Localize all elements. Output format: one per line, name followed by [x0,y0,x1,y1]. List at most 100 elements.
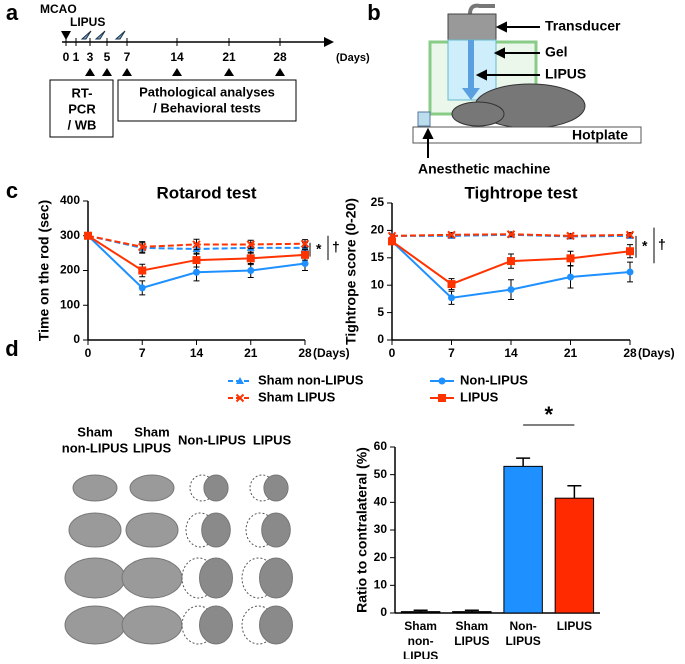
setup-label: LIPUS [545,66,586,82]
point [626,268,634,276]
timeline-unit: (Days) [336,52,370,64]
x-tick-label: 14 [504,346,518,360]
legend-entry: Non-LIPUS [430,372,528,387]
point [507,257,515,266]
annotation: * [544,402,553,427]
legend-entry: Sham non-LIPUS [228,372,364,387]
y-tick-label: 15 [371,250,385,264]
x-tick-label: LIPUS [403,649,438,659]
x-axis-label: (Days) [638,346,675,360]
error-bar [464,609,479,612]
x-tick-label: 21 [564,346,578,360]
y-axis-label: Time on the rod (sec) [36,200,52,341]
panel-label: b [367,0,380,25]
x-tick-label: Non- [509,619,536,633]
x-tick-label: Sham [456,619,489,633]
section-column-label: Non-LIPUS [178,432,246,447]
x-tick-label: LIPUS [454,634,489,648]
y-tick-label: 10 [371,277,385,291]
setup-label: Transducer [545,18,621,34]
y-tick-label: 10 [374,578,388,592]
section-column-label: Sham [77,424,112,439]
brain-section [259,605,293,645]
section-column-label: Sham [134,424,169,439]
point [447,280,456,289]
box-right-text: / Behavioral tests [153,100,261,115]
point [84,231,92,240]
point [192,240,201,249]
sampling-marker [122,68,132,76]
x-tick-label: 14 [190,346,204,360]
x-axis-label: (Days) [313,346,350,360]
box-left [49,79,114,138]
brain-section [64,557,126,599]
point [438,377,446,385]
y-axis-label: Tightrope score (0-20) [343,198,359,345]
point [138,242,147,252]
bar [452,611,492,614]
series [388,237,634,305]
y-tick-label: 400 [60,193,80,207]
timeline-tick-label: 1 [73,50,80,64]
y-tick-label: 0 [73,332,80,346]
bar [503,465,543,614]
panel-label: d [5,336,18,361]
sampling-marker [172,68,182,76]
y-tick-label: 100 [60,297,80,311]
legend-label: Sham non-LIPUS [258,372,364,387]
box-left-text: / WB [68,117,97,132]
box-right [117,79,297,122]
brain-section [199,557,233,599]
x-tick-label: LIPUS [505,634,540,648]
chart-title: Tightrope test [464,183,577,202]
arrows [422,21,540,158]
error-bar [516,457,531,467]
series [387,230,635,241]
treatment-label: LIPUS [70,15,105,29]
sampling-marker [85,68,95,76]
point [193,268,200,276]
point [625,230,635,239]
annotation: † [332,239,340,255]
section-column-label: LIPUS [253,432,292,447]
series [388,237,634,291]
transducer [447,13,497,41]
annotation: * [642,238,648,254]
x-tick-label: Sham [404,619,437,633]
point [447,230,456,239]
event-label: MCAO [40,2,77,16]
point [236,377,244,384]
timeline-tick-label: 28 [273,50,287,64]
point [301,250,309,259]
box-right-text: Pathological analyses [139,84,275,99]
y-tick-label: 0 [380,605,387,619]
series [83,231,310,253]
event-marker [61,31,71,40]
legend-entry: Sham LIPUS [228,389,336,404]
y-tick-label: 20 [374,550,388,564]
box-left-text: PCR [68,101,96,116]
sampling-marker [102,68,112,76]
point [246,240,255,249]
lipus-marker [80,30,92,40]
sampling-marker [275,68,285,76]
hotplate [412,126,642,144]
section-column-label: non-LIPUS [62,440,129,455]
setup-label: Hotplate [572,127,628,143]
annotation: † [658,236,666,252]
x-tick-label: 21 [244,346,258,360]
x-tick-label: 0 [389,346,396,360]
point [626,247,634,256]
lipus-marker [94,30,106,40]
brain-section [68,512,122,548]
point [388,237,396,246]
box-left-text: RT- [72,85,93,100]
y-tick-label: 20 [371,223,385,237]
setup-illustration [412,3,642,158]
brain-section [199,605,233,645]
brain-section [125,512,179,548]
y-tick-label: 30 [374,522,388,536]
point [192,256,201,265]
brain-section [64,605,126,645]
